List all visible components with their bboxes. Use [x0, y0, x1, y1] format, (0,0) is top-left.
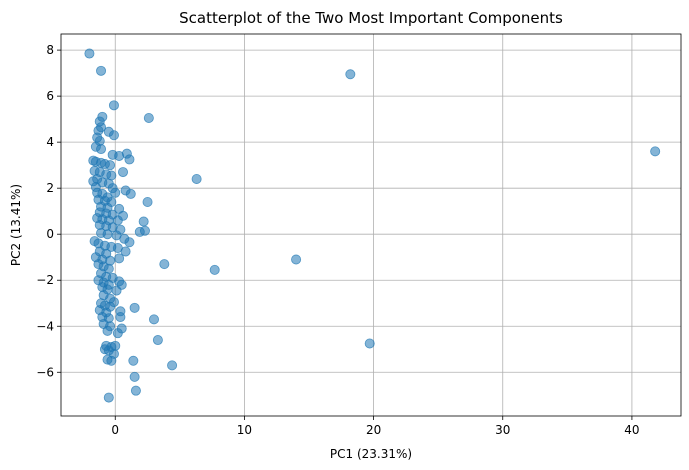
- data-points: [84, 48, 661, 403]
- data-point: [124, 237, 135, 248]
- data-point: [345, 69, 356, 80]
- data-point: [139, 225, 150, 236]
- data-point: [129, 302, 140, 313]
- y-tick-label: 2: [46, 181, 54, 195]
- data-point: [96, 144, 107, 155]
- data-point: [115, 312, 126, 323]
- data-point: [84, 48, 95, 59]
- y-tick-label: −2: [36, 273, 54, 287]
- data-point: [191, 173, 202, 184]
- data-point: [364, 338, 375, 349]
- y-tick-label: −4: [36, 319, 54, 333]
- y-axis-label: PC2 (13.41%): [9, 184, 23, 266]
- x-tick-label: 10: [237, 423, 252, 437]
- x-tick-label: 30: [495, 423, 510, 437]
- x-tick-label: 40: [624, 423, 639, 437]
- data-point: [125, 188, 136, 199]
- data-point: [291, 254, 302, 265]
- y-tick-label: 6: [46, 89, 54, 103]
- data-point: [108, 100, 119, 111]
- data-point: [105, 160, 116, 171]
- data-point: [209, 264, 220, 275]
- x-axis-label: PC1 (23.31%): [330, 447, 412, 461]
- y-tick-label: −6: [36, 365, 54, 379]
- y-tick-label: 4: [46, 135, 54, 149]
- data-point: [106, 355, 117, 366]
- data-point: [112, 328, 123, 339]
- y-tick-label: 8: [46, 43, 54, 57]
- data-point: [118, 167, 129, 178]
- data-point: [148, 314, 159, 325]
- plot-frame: [60, 33, 682, 417]
- data-point: [124, 154, 135, 165]
- chart-title: Scatterplot of the Two Most Important Co…: [179, 9, 563, 27]
- data-point: [111, 285, 122, 296]
- data-point: [138, 216, 149, 227]
- data-point: [152, 335, 163, 346]
- y-tick-label: 0: [46, 227, 54, 241]
- data-point: [114, 253, 125, 264]
- data-point: [102, 229, 113, 240]
- data-point: [167, 360, 178, 371]
- data-point: [130, 385, 141, 396]
- data-point: [108, 130, 119, 141]
- data-point: [129, 371, 140, 382]
- data-point: [142, 196, 153, 207]
- data-point: [112, 215, 123, 226]
- data-point: [96, 65, 107, 76]
- axis-ticks: 0 10 20 30 40 −6 −4 −2 0 2 4 6 8: [36, 43, 639, 437]
- data-point: [143, 112, 154, 123]
- x-tick-label: 20: [366, 423, 381, 437]
- data-point: [102, 325, 113, 336]
- data-point: [110, 187, 121, 198]
- data-point: [159, 259, 170, 270]
- data-point: [128, 355, 139, 366]
- data-point: [103, 392, 114, 403]
- data-point: [650, 146, 661, 157]
- data-point: [120, 246, 131, 257]
- x-tick-label: 0: [111, 423, 119, 437]
- grid: [61, 34, 681, 416]
